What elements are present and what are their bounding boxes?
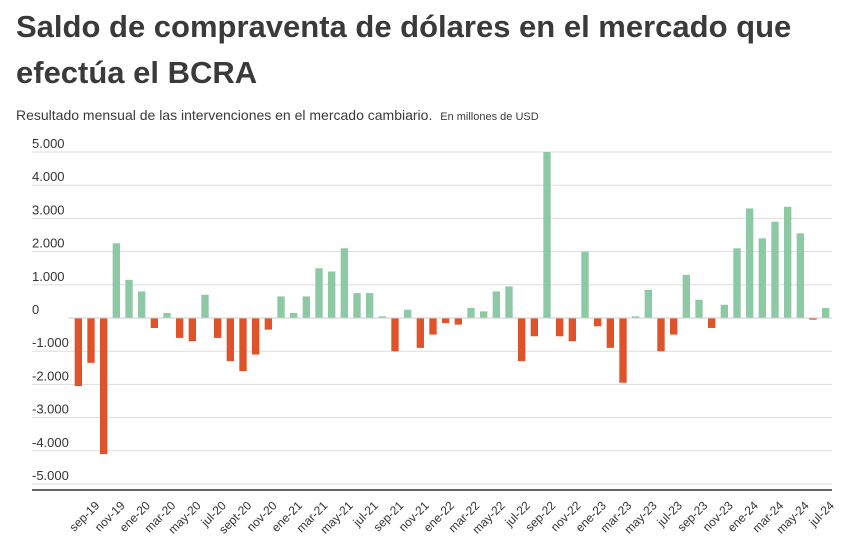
bar-nov-22 — [568, 318, 577, 342]
bar-jul-23 — [669, 318, 678, 335]
bar-oct-22 — [555, 318, 564, 337]
subtitle-text: Resultado mensual de las intervenciones … — [16, 107, 433, 123]
bar-may-22 — [492, 291, 501, 318]
bar-jun-24 — [809, 318, 817, 320]
y-tick-label: 1.000 — [32, 269, 65, 284]
bar-dic-20 — [277, 296, 285, 318]
y-tick-label: -5.000 — [32, 468, 69, 483]
bar-may-21 — [340, 248, 349, 318]
bar-ago-22 — [530, 318, 539, 337]
bar-may-23 — [644, 289, 653, 318]
bar-dic-23 — [733, 248, 741, 318]
bar-abr-23 — [631, 316, 640, 318]
bar-mar-23 — [619, 318, 627, 383]
bar-mar-21 — [315, 268, 323, 318]
bar-dic-19 — [125, 279, 133, 318]
bar-oct-19 — [99, 318, 108, 455]
bar-feb-21 — [302, 296, 311, 318]
y-tick-label: -4.000 — [32, 435, 69, 450]
bar-nov-21 — [416, 318, 425, 348]
bar-jun-23 — [657, 318, 665, 352]
bar-abr-24 — [783, 206, 792, 318]
y-tick-label: -2.000 — [32, 368, 69, 383]
bar-feb-24 — [758, 238, 767, 318]
bar-jun-22 — [505, 286, 513, 318]
bar-abr-20 — [175, 318, 184, 338]
x-tick-label: jul-24 — [806, 498, 838, 530]
bar-ene-22 — [441, 318, 450, 323]
bar-nov-23 — [720, 304, 729, 318]
bar-ago-23 — [682, 274, 691, 318]
chart-subtitle: Resultado mensual de las intervenciones … — [16, 107, 539, 123]
bar-jul-21 — [365, 293, 374, 318]
bar-jul-22 — [517, 318, 526, 362]
bar-feb-22 — [454, 318, 463, 325]
y-tick-label: 4.000 — [32, 169, 65, 184]
unit-label: En millones de USD — [440, 111, 539, 123]
bar-jul-24 — [821, 308, 830, 318]
chart-title: Saldo de compraventa de dólares en el me… — [16, 9, 792, 90]
bar-sep-19 — [87, 318, 95, 363]
bar-oct-23 — [707, 318, 716, 328]
grid-lines — [32, 151, 832, 485]
y-tick-label: -3.000 — [32, 402, 69, 417]
bar-sept-20 — [239, 318, 247, 372]
bar-mar-22 — [467, 308, 475, 318]
bar-abr-21 — [327, 271, 336, 318]
bar-oct-20 — [251, 318, 260, 355]
bar-dic-21 — [429, 318, 437, 335]
bar-mar-24 — [771, 221, 779, 318]
bar-ago-19 — [74, 318, 83, 387]
bar-mar-20 — [163, 313, 171, 318]
bar-may-24 — [796, 233, 805, 318]
bar-may-20 — [188, 318, 197, 342]
bar-jun-20 — [201, 294, 209, 318]
bar-nov-19 — [112, 243, 121, 318]
y-tick-label: 3.000 — [32, 202, 65, 217]
y-tick-label: 5.000 — [32, 136, 65, 151]
bar-sep-22 — [543, 152, 551, 318]
x-axis-labels: sep-19nov-19ene-20mar-20may-20jul-20sept… — [66, 498, 837, 536]
bar-ene-23 — [593, 318, 602, 327]
bar-jun-21 — [353, 293, 361, 318]
y-tick-label: 0 — [32, 302, 39, 317]
bar-jul-20 — [213, 318, 222, 338]
bar-oct-21 — [403, 309, 412, 318]
bar-dic-22 — [581, 251, 589, 318]
bar-ago-21 — [378, 316, 387, 318]
y-axis-ticks: 5.000 4.000 3.000 2.000 1.000 0 -1.000 -2.000 -3… — [32, 136, 69, 483]
bar-ago-20 — [226, 318, 235, 362]
y-tick-label: 2.000 — [32, 236, 65, 251]
bars — [74, 152, 830, 455]
bar-sep-21 — [391, 318, 399, 352]
bar-ene-24 — [745, 208, 754, 318]
bar-ene-20 — [137, 291, 146, 318]
bar-feb-23 — [606, 318, 615, 348]
bar-nov-20 — [264, 318, 273, 330]
bar-abr-22 — [479, 311, 488, 318]
bar-feb-20 — [150, 318, 159, 328]
bar-sep-23 — [695, 299, 703, 318]
y-tick-label: -1.000 — [32, 335, 69, 350]
bar-ene-21 — [289, 313, 298, 318]
